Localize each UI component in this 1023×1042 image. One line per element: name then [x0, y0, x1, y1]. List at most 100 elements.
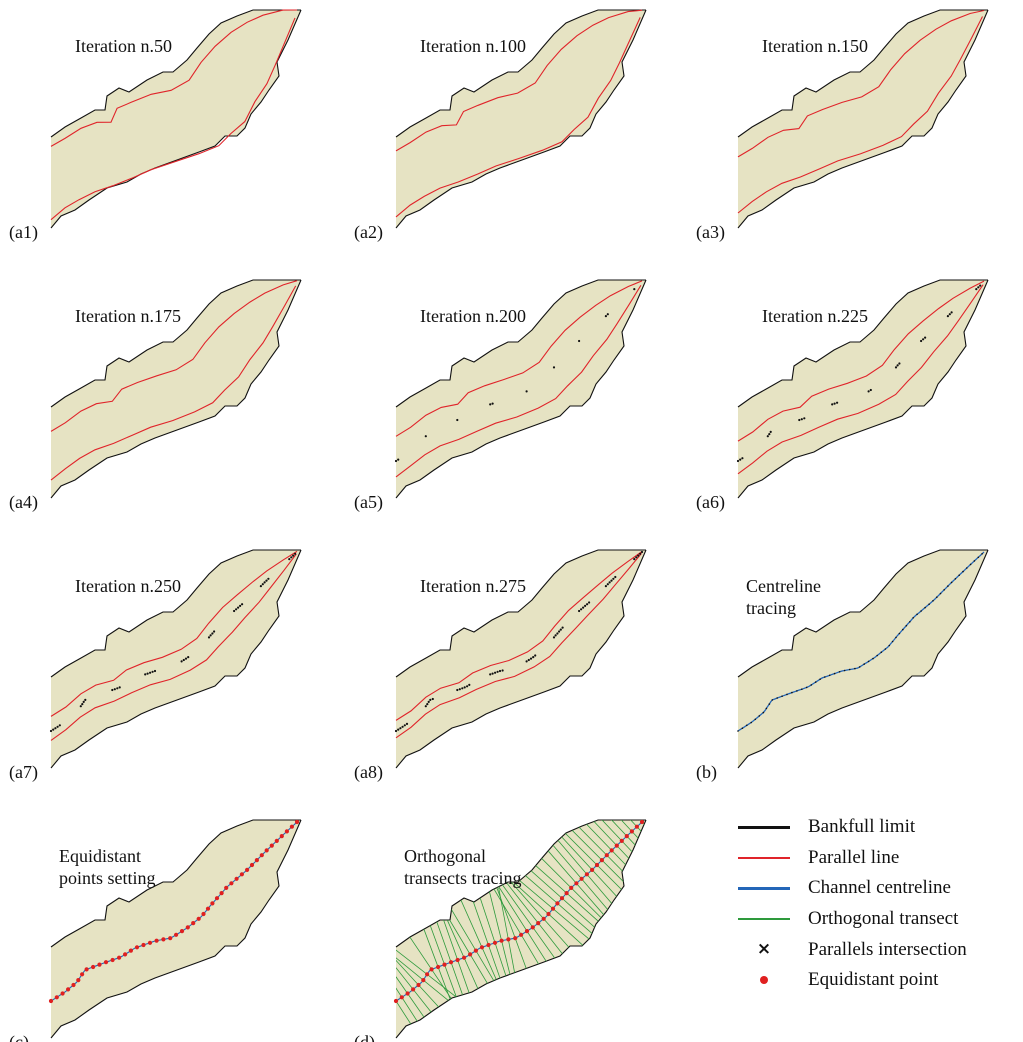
equidistant-point — [174, 932, 179, 937]
parallels-intersection-point — [739, 458, 742, 461]
parallels-intersection-point — [292, 554, 295, 557]
channel-area — [738, 10, 988, 228]
parallels-intersection-point — [426, 703, 429, 706]
equidistant-point — [421, 978, 426, 983]
parallel-line-right — [50, 17, 296, 221]
equidistant-point — [128, 948, 133, 953]
parallels-intersection-point — [946, 315, 949, 318]
parallels-intersection-point — [397, 728, 400, 731]
equidistant-point — [219, 891, 224, 896]
parallels-intersection-point — [561, 626, 564, 629]
parallels-intersection-point — [463, 686, 466, 689]
parallels-intersection-point — [468, 683, 471, 686]
panel-title: Iteration n.250 — [75, 576, 181, 596]
centreline-trace-point — [771, 699, 774, 701]
panel-a1: Iteration n.50 (a1) — [9, 9, 302, 243]
parallels-intersection-point — [527, 658, 530, 662]
parallels-intersection-point — [640, 550, 644, 554]
panel-a5: Iteration n.200 (a5) — [354, 279, 647, 513]
bankfull-limit-left-bank — [50, 549, 301, 678]
parallels-intersection-point — [580, 608, 583, 611]
dot-icon — [760, 976, 768, 985]
parallels-intersection-point — [182, 658, 185, 662]
panel-a8: Iteration n.275 (a8) — [354, 549, 647, 783]
parallels-intersection-point — [237, 606, 240, 609]
parallels-intersection-point — [896, 364, 899, 367]
centreline-trace-point — [786, 693, 788, 696]
bankfull-limit-left-bank — [395, 9, 646, 138]
channel-area — [51, 10, 301, 228]
parallels-intersection-point — [52, 728, 55, 731]
centreline-trace-point — [888, 644, 891, 647]
equidistant-point — [634, 824, 639, 829]
parallel-line-right — [737, 16, 983, 214]
equidistant-point — [103, 960, 109, 965]
parallels-intersection-point — [554, 634, 557, 637]
parallels-intersection-point — [610, 579, 613, 582]
centreline-trace-point — [973, 560, 976, 562]
parallels-intersection-point — [265, 579, 268, 582]
panel-title-line: Centreline — [746, 576, 821, 596]
legend-label: Parallel line — [808, 846, 900, 868]
legend-line-symbol — [738, 826, 790, 829]
centreline-trace-point — [810, 684, 813, 686]
parallels-intersection-point — [456, 418, 459, 422]
parallels-intersection-point — [614, 575, 617, 579]
parallels-intersection-point — [920, 339, 923, 343]
centreline-trace-point — [902, 628, 904, 631]
parallels-intersection-point — [525, 660, 528, 663]
centreline-trace-point — [833, 672, 836, 675]
equidistant-point — [609, 848, 614, 853]
legend-label: Parallels intersection — [808, 938, 967, 960]
parallels-intersection-point — [394, 729, 398, 733]
centreline-trace-point — [891, 640, 894, 643]
parallels-intersection-point — [211, 632, 214, 635]
parallel-line-left — [395, 280, 643, 437]
equidistant-point — [411, 987, 416, 992]
parallels-intersection-point — [397, 458, 400, 461]
panel-title: Iteration n.50 — [75, 36, 172, 56]
panel-label: (a6) — [696, 492, 725, 513]
panel-label: (a1) — [9, 222, 38, 243]
bankfull-limit-left-bank — [50, 9, 301, 138]
parallels-intersection-point — [586, 603, 589, 606]
parallels-intersection-point — [207, 636, 211, 639]
parallels-intersection-point — [187, 656, 190, 659]
bankfull-limit-left-bank — [50, 819, 301, 948]
parallels-intersection-point — [466, 685, 469, 688]
parallels-intersection-point — [153, 669, 157, 673]
panel-label: (a2) — [354, 222, 383, 243]
legend-label: Channel centreline — [808, 877, 951, 899]
parallels-intersection-point — [235, 608, 238, 611]
equidistant-point — [599, 858, 604, 863]
parallels-intersection-point — [803, 417, 806, 420]
equidistant-point — [590, 867, 595, 872]
centreline-trace-point — [791, 691, 793, 694]
panel-title: Iteration n.225 — [762, 306, 868, 326]
parallels-intersection-point — [633, 558, 636, 561]
equidistant-point — [161, 937, 166, 942]
panel-a2: Iteration n.100 (a2) — [354, 9, 647, 243]
parallels-intersection-point — [118, 686, 121, 689]
equidistant-point — [519, 932, 524, 937]
parallels-intersection-point — [431, 697, 434, 701]
panel-label: (a4) — [9, 492, 38, 513]
parallels-intersection-point — [769, 430, 772, 433]
centreline-trace-point — [824, 676, 826, 678]
parallel-line-left — [50, 9, 298, 147]
centreline-trace-point — [765, 707, 768, 710]
parallel-line-right — [50, 553, 297, 741]
parallels-intersection-point — [556, 632, 559, 635]
parallels-intersection-point — [288, 558, 291, 561]
legend-label: Bankfull limit — [808, 816, 916, 838]
parallels-intersection-point — [578, 339, 581, 343]
equidistant-point — [141, 942, 146, 948]
channel-area — [51, 550, 301, 768]
equidistant-point — [84, 967, 89, 972]
centreline-trace-point — [912, 617, 914, 619]
centreline-trace-point — [876, 654, 878, 657]
bankfull-limit-left-bank — [50, 279, 301, 408]
legend-item: Equidistant point — [736, 965, 1021, 996]
parallels-intersection-point — [491, 672, 494, 675]
